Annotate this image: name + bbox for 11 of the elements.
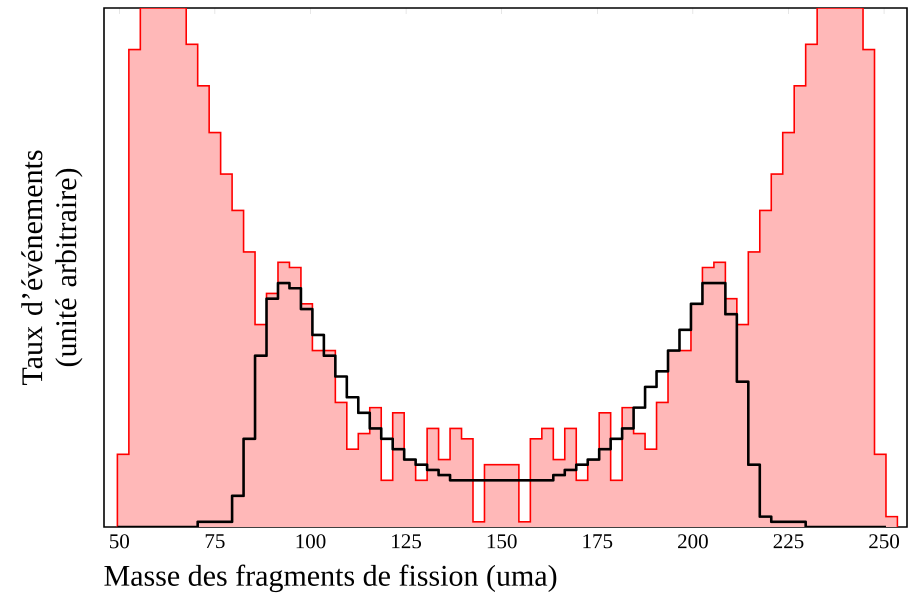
x-tick-label: 150 (488, 534, 517, 548)
x-tick-label: 225 (774, 534, 804, 548)
x-tick-label: 50 (110, 534, 130, 548)
x-tick-label: 100 (296, 534, 326, 548)
y-axis-title: Taux d’événements (unité arbitraire) (21, 150, 82, 386)
x-tick-label: 75 (206, 534, 225, 548)
x-tick-label: 175 (583, 534, 612, 548)
x-tick-label: 125 (392, 534, 422, 548)
x-tick-label: 200 (678, 534, 708, 548)
x-axis-title: Masse des fragments de fission (uma) (104, 564, 556, 592)
x-tick-label: 250 (869, 534, 900, 548)
